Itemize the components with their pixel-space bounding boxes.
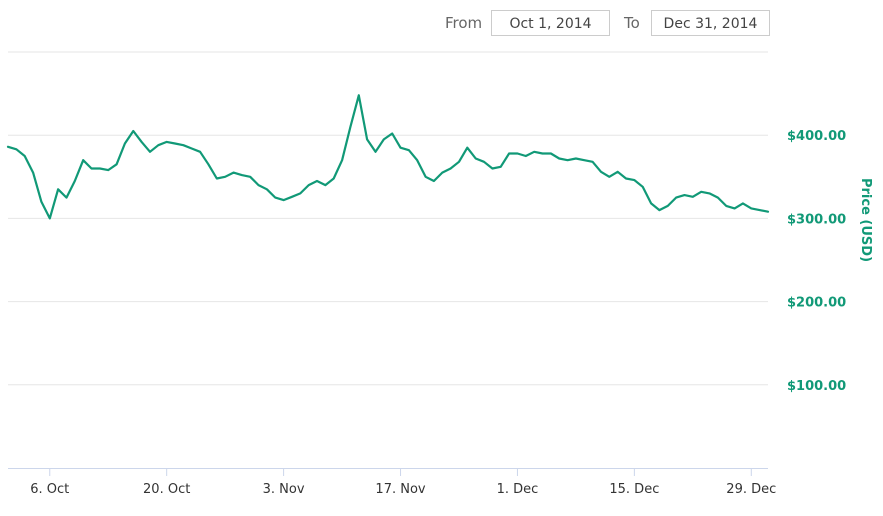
x-tick-label: 29. Dec — [726, 482, 776, 497]
x-tick-label: 15. Dec — [609, 482, 659, 497]
to-label: To — [624, 14, 640, 32]
x-tick-label: 17. Nov — [375, 482, 425, 497]
price-series-line — [6, 94, 770, 220]
y-tick-label: $400.00 — [787, 129, 846, 144]
y-axis: $100.00 $200.00 $300.00 $400.00 — [787, 129, 846, 394]
x-tick-label: 6. Oct — [30, 482, 69, 497]
x-tick-label: 3. Nov — [263, 482, 305, 497]
series-layer — [6, 94, 770, 220]
x-axis: 6. Oct 20. Oct 3. Nov 17. Nov 1. Dec 15. Dec 2… — [8, 468, 776, 497]
y-axis-title: Price (USD) — [858, 178, 873, 262]
y-tick-label: $200.00 — [787, 296, 846, 311]
from-label: From — [445, 14, 483, 32]
x-tick-label: 1. Dec — [497, 482, 539, 497]
from-date-input[interactable]: Oct 1, 2014 — [491, 10, 610, 36]
x-tick-label: 20. Oct — [143, 482, 190, 497]
y-tick-label: $300.00 — [787, 212, 846, 227]
y-tick-label: $100.00 — [787, 379, 846, 394]
to-date-input[interactable]: Dec 31, 2014 — [651, 10, 770, 36]
date-range-selector: From Oct 1, 2014 To Dec 31, 2014 — [0, 10, 883, 38]
grid — [8, 51, 768, 386]
